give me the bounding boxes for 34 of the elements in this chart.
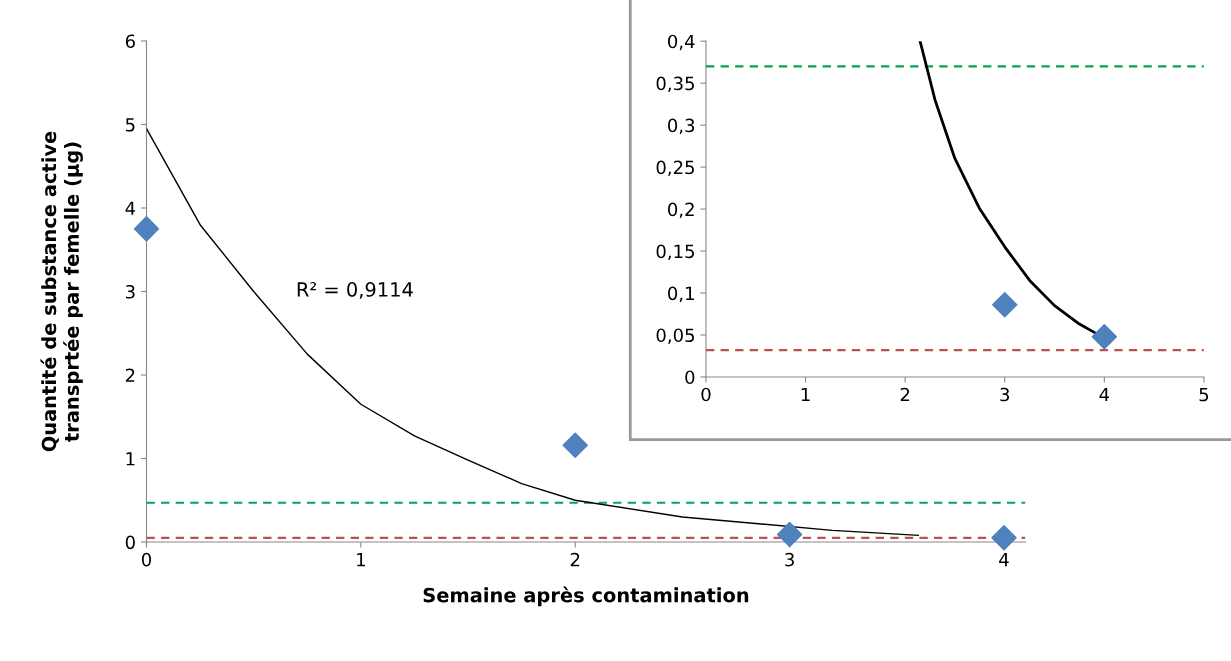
- x-tick-label: 2: [900, 387, 910, 402]
- y-tick-label: 0,4: [668, 34, 695, 51]
- x-tick-label: 0: [141, 552, 152, 567]
- y-tick-label: 0,05: [656, 328, 694, 344]
- y-tick-label: 0,35: [656, 76, 694, 93]
- x-tick-label: 3: [785, 552, 794, 567]
- y-tick-label: 0,25: [656, 160, 694, 177]
- y-tick-label: 0,2: [668, 202, 694, 219]
- y-tick-label: 1: [126, 452, 135, 466]
- y-tick-label: 2: [125, 368, 135, 382]
- x-axis-title: Semaine après contamination: [423, 586, 749, 607]
- x-tick-label: 1: [357, 552, 365, 567]
- y-tick-label: 0,15: [656, 244, 694, 261]
- point: [133, 216, 160, 242]
- x-tick-label: 4: [1099, 387, 1110, 402]
- point: [562, 432, 588, 458]
- y-tick-label: 0: [685, 370, 695, 385]
- x-tick-label: 0: [701, 387, 711, 402]
- x-tick-label: 5: [1199, 387, 1209, 402]
- y-tick-label: 0: [125, 535, 135, 550]
- x-tick-label: 1: [801, 387, 810, 402]
- x-tick-label: 3: [1000, 387, 1010, 402]
- annotation: R² = 0,9114: [297, 282, 413, 299]
- y-tick-label: 0,1: [668, 286, 694, 302]
- x-tick-label: 2: [570, 552, 580, 567]
- point: [991, 525, 1017, 551]
- x-tick-label: 4: [999, 552, 1009, 567]
- y-axis-title: Quantité de substance active transprtée par femelle (µg): [40, 131, 83, 452]
- y-tick-label: 4: [125, 201, 136, 215]
- y-tick-label: 5: [125, 118, 135, 132]
- y-tick-label: 6: [125, 34, 135, 49]
- y-tick-label: 3: [125, 284, 135, 299]
- y-tick-label: 0,3: [668, 118, 695, 135]
- point: [776, 521, 803, 548]
